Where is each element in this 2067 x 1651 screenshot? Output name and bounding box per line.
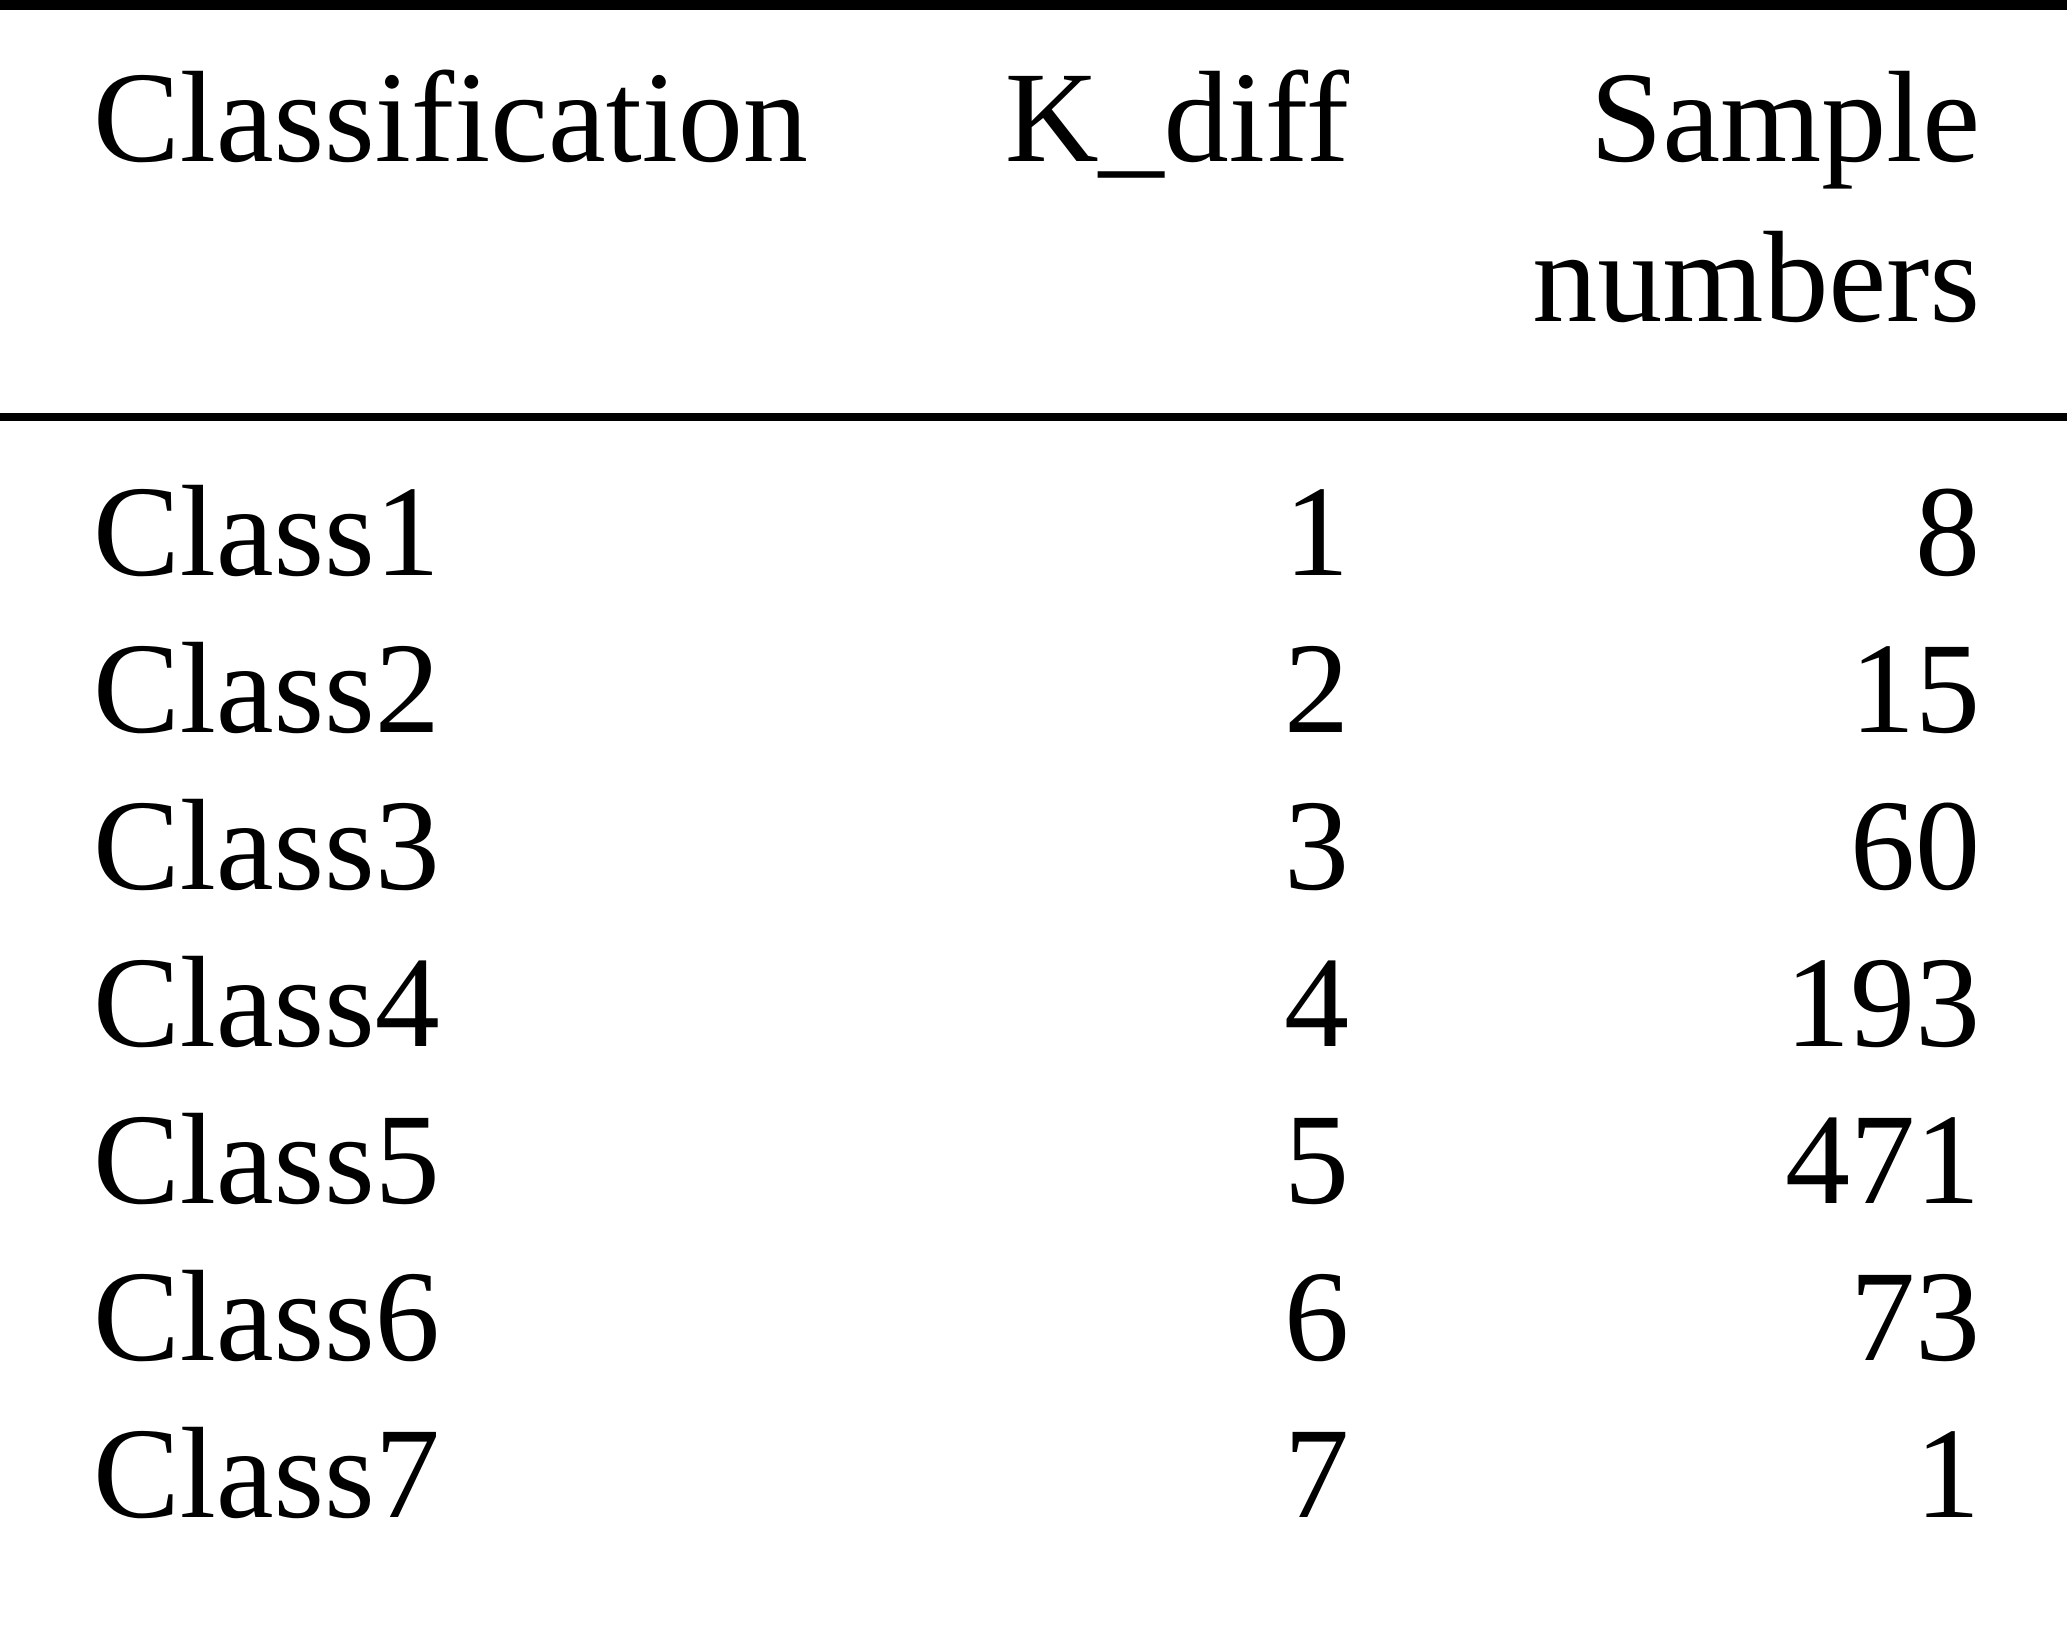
- table-row: Class6 6 73: [0, 1239, 2067, 1396]
- table-row: Class4 4 193: [0, 925, 2067, 1082]
- cell-sample-numbers: 193: [1785, 931, 1980, 1075]
- col-header-k-diff: K_diff: [900, 5, 1350, 421]
- cell-k-diff: 2: [1284, 617, 1349, 761]
- table-row: Class7 7 1: [0, 1396, 2067, 1651]
- cell-sample-numbers: 1: [1915, 1402, 1980, 1546]
- cell-k-diff: 1: [1284, 460, 1349, 604]
- cell-sample-numbers: 471: [1785, 1088, 1980, 1232]
- cell-classification: Class2: [93, 617, 440, 761]
- cell-k-diff: 7: [1284, 1402, 1349, 1546]
- table-body: Class1 1 8 Class2 2 15 Class3 3 60 Class4 4 193 Clas…: [0, 417, 2067, 1651]
- cell-k-diff: 6: [1284, 1245, 1349, 1389]
- col-header-classification: Classification: [0, 5, 900, 421]
- cell-classification: Class6: [93, 1245, 440, 1389]
- table-header: Classification K_diff Sample numbers: [0, 5, 2067, 421]
- cell-classification: Class1: [93, 460, 440, 604]
- cell-classification: Class7: [93, 1402, 440, 1546]
- cell-sample-numbers: 15: [1850, 617, 1980, 761]
- cell-classification: Class4: [93, 931, 440, 1075]
- table-row: Class3 3 60: [0, 768, 2067, 925]
- cell-k-diff: 4: [1284, 931, 1349, 1075]
- cell-sample-numbers: 60: [1850, 774, 1980, 918]
- cell-k-diff: 3: [1284, 774, 1349, 918]
- table-row: Class5 5 471: [0, 1082, 2067, 1239]
- table-row: Class1 1 8: [0, 417, 2067, 611]
- cell-sample-numbers: 73: [1850, 1245, 1980, 1389]
- table-header-row: Classification K_diff Sample numbers: [0, 5, 2067, 421]
- col-header-sample-numbers: Sample numbers: [1350, 5, 2067, 421]
- cell-classification: Class3: [93, 774, 440, 918]
- table-row: Class2 2 15: [0, 611, 2067, 768]
- cell-k-diff: 5: [1284, 1088, 1349, 1232]
- cell-sample-numbers: 8: [1915, 460, 1980, 604]
- cell-classification: Class5: [93, 1088, 440, 1232]
